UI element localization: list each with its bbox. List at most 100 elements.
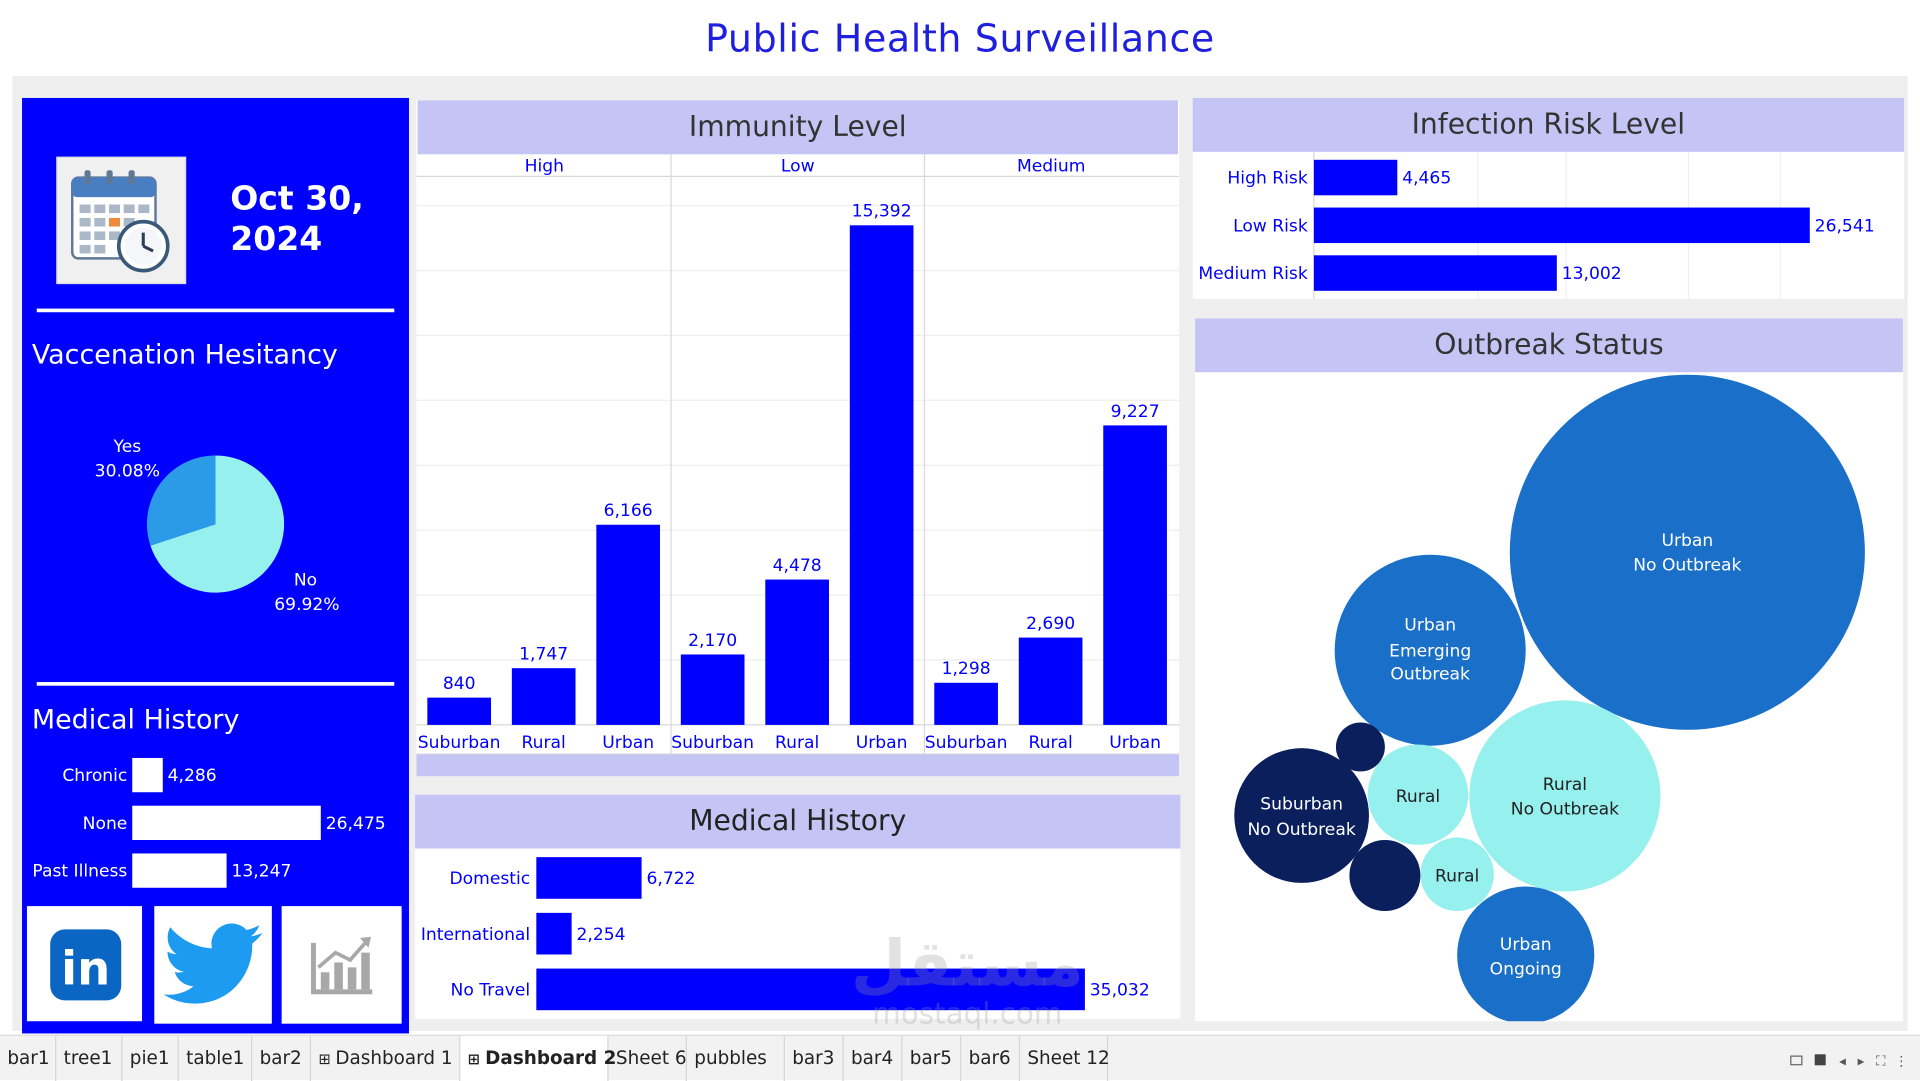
bubble-label: Urban: [1661, 531, 1713, 551]
bar-label: Past Illness: [32, 862, 127, 882]
single-view-icon[interactable]: [1814, 1054, 1826, 1066]
tab-label: bar1: [7, 1046, 50, 1069]
chart-trend-icon: [311, 936, 373, 995]
sheet-tab-pie1[interactable]: pie1: [122, 1035, 179, 1081]
bar[interactable]: [1313, 159, 1398, 196]
bar[interactable]: [1103, 425, 1167, 725]
pie-slice-no: [150, 455, 285, 593]
bar-label: None: [83, 814, 128, 834]
bar[interactable]: [427, 697, 492, 725]
tab-label: bar3: [792, 1046, 835, 1069]
category-label: Suburban: [925, 733, 1008, 753]
bubble-suburban-no-outbreak[interactable]: Suburban No Outbreak: [1234, 748, 1369, 883]
menu-icon[interactable]: ⋮: [1894, 1053, 1909, 1069]
sheet-tab-dashboard-2[interactable]: ⊞ Dashboard 2: [460, 1035, 616, 1081]
bubble-urban-emerging-outbreak[interactable]: Urban Emerging Outbreak: [1334, 554, 1526, 746]
bubble-unlabeled-small[interactable]: [1335, 722, 1385, 772]
outbreak-bubble-chart: Urban No Outbreak Urban Emerging Outbrea…: [1234, 374, 1865, 1022]
bar-value: 1,298: [942, 659, 991, 679]
bar-value: 26,475: [326, 814, 386, 834]
bar-label: No Travel: [451, 981, 531, 1001]
bubble-label: Urban: [1404, 616, 1456, 636]
bar-value: 4,286: [168, 766, 217, 786]
next-sheet-icon[interactable]: ▸: [1857, 1053, 1865, 1069]
page-title: Public Health Surveillance: [705, 17, 1215, 62]
analytics-button[interactable]: [281, 906, 402, 1024]
category-label: Urban: [856, 733, 908, 753]
divider: [36, 308, 395, 313]
category-label: Rural: [1028, 733, 1072, 753]
bar[interactable]: [680, 654, 745, 725]
sheet-tab-bar3[interactable]: bar3: [785, 1035, 844, 1081]
sheet-tab-bar6[interactable]: bar6: [961, 1035, 1021, 1081]
bubble-label: Ongoing: [1490, 960, 1562, 980]
sheet-tab-sheet-6[interactable]: Sheet 6: [609, 1035, 687, 1081]
grid-view-icon[interactable]: [1790, 1055, 1803, 1066]
category-label: Suburban: [418, 733, 501, 753]
bar-value: 13,247: [231, 862, 291, 882]
pie-yes-percent: 30.08%: [95, 461, 160, 481]
bar[interactable]: [849, 225, 914, 725]
bar[interactable]: [536, 968, 1085, 1011]
sheet-tab-table1[interactable]: table1: [179, 1035, 253, 1081]
bar-label: Medium Risk: [1198, 264, 1307, 284]
bar[interactable]: [132, 853, 227, 888]
sheet-tab-tree1[interactable]: tree1: [56, 1035, 123, 1081]
bubble-rural-tiny[interactable]: Rural: [1420, 837, 1494, 912]
date-label: Oct 30, 2024: [230, 179, 364, 260]
sheet-tab-pubbles[interactable]: pubbles: [687, 1035, 785, 1081]
sheet-tab-bar5[interactable]: bar5: [902, 1035, 962, 1081]
immunity-bar-chart: High 840 Suburban 1,747 Rural 6,166 Urban Low 2,…: [416, 154, 1180, 777]
pie-no-percent: 69.92%: [274, 595, 339, 615]
bubble-unlabeled-medium[interactable]: [1349, 840, 1421, 912]
bar[interactable]: [536, 912, 572, 955]
group-header: Medium: [1017, 156, 1085, 176]
bar-value: 6,166: [604, 501, 653, 521]
sheet-tab-dashboard-1[interactable]: ⊞ Dashboard 1: [311, 1035, 461, 1081]
bar[interactable]: [1018, 637, 1083, 725]
bubble-rural-small[interactable]: Rural: [1367, 744, 1469, 845]
bar[interactable]: [934, 682, 998, 725]
bar-value: 4,478: [773, 556, 822, 576]
bar-value: 2,690: [1026, 614, 1075, 634]
category-label: Suburban: [671, 733, 754, 753]
linkedin-icon: in: [50, 929, 122, 1001]
bar[interactable]: [132, 757, 163, 793]
scroll-band: [416, 754, 1180, 777]
bar-label: Chronic: [62, 766, 127, 786]
bar[interactable]: [511, 668, 576, 725]
travel-bar-chart: Domestic 6,722 International 2,254 No Travel…: [421, 857, 1150, 1011]
bar-value: 26,541: [1815, 216, 1875, 236]
bar[interactable]: [132, 805, 321, 841]
bar-value: 15,392: [852, 202, 912, 222]
bubble-urban-no-outbreak[interactable]: Urban No Outbreak: [1509, 374, 1865, 730]
bar[interactable]: [536, 857, 642, 899]
bar[interactable]: [1313, 255, 1557, 291]
dashboard-icon: ⊞: [467, 1050, 486, 1068]
bubble-label: Rural: [1543, 775, 1587, 795]
bar-value: 2,254: [577, 925, 626, 945]
bubble-rural-no-outbreak[interactable]: Rural No Outbreak: [1469, 700, 1661, 892]
status-controls: ◂ ▸ ⛶ ⋮: [1790, 1053, 1912, 1077]
sheet-tab-bar1[interactable]: bar1: [0, 1035, 57, 1081]
sheet-tab-bar2[interactable]: bar2: [252, 1035, 312, 1081]
twitter-icon: [163, 923, 263, 1004]
category-label: Rural: [522, 733, 566, 753]
bar[interactable]: [1313, 207, 1810, 244]
twitter-button[interactable]: [154, 906, 272, 1024]
bubble-urban-ongoing[interactable]: Urban Ongoing: [1457, 886, 1595, 1022]
sheet-tab-bar4[interactable]: bar4: [844, 1035, 903, 1081]
bar[interactable]: [765, 579, 829, 725]
sheet-tab-sheet-12[interactable]: Sheet 12: [1020, 1035, 1110, 1081]
pie-yes-label: Yes: [113, 437, 142, 457]
linkedin-button[interactable]: in: [26, 906, 143, 1022]
bar[interactable]: [596, 524, 661, 725]
tab-label: Sheet 12: [1027, 1046, 1110, 1069]
bar-value: 35,032: [1090, 981, 1150, 1001]
bar-value: 9,227: [1111, 402, 1160, 422]
bar-label: International: [421, 925, 530, 945]
prev-sheet-icon[interactable]: ◂: [1839, 1053, 1846, 1069]
bubble-label: No Outbreak: [1511, 799, 1619, 819]
group-header: High: [525, 156, 564, 176]
fullscreen-icon[interactable]: ⛶: [1875, 1053, 1886, 1069]
